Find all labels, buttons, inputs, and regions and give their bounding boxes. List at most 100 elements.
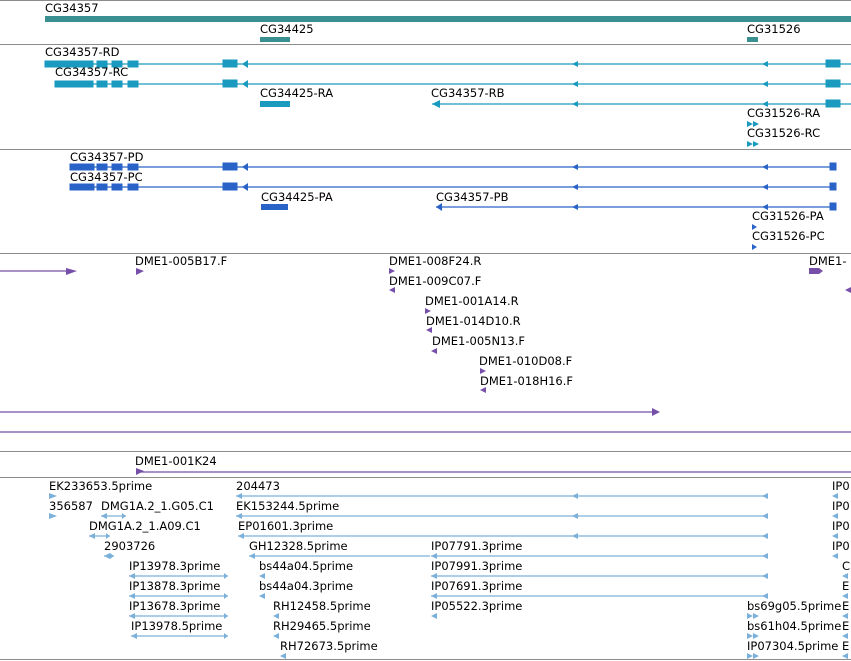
est-bs69g05-5prime[interactable] bbox=[747, 613, 759, 619]
est-ip07304-5prime[interactable] bbox=[747, 653, 759, 659]
est-label[interactable]: RH72673.5prime bbox=[280, 639, 378, 653]
bac-end-label[interactable]: DME1- bbox=[809, 254, 847, 268]
gene-label[interactable]: CG34425 bbox=[260, 22, 314, 36]
est-label[interactable]: bs69g05.5prime bbox=[747, 599, 842, 613]
transcript-cg31526-ra[interactable] bbox=[747, 121, 759, 127]
est-bs61h04-5prime[interactable] bbox=[747, 633, 759, 639]
est-label[interactable]: 356587 bbox=[49, 499, 93, 513]
bac-end-dme1-005n13-f[interactable] bbox=[431, 348, 437, 354]
protein-label[interactable]: CG34425-PA bbox=[261, 190, 333, 204]
bac-end-label[interactable]: DME1-018H16.F bbox=[480, 374, 574, 388]
bac-end-label[interactable]: DME1-005B17.F bbox=[135, 254, 228, 268]
est-dmg1a-2-1-a09-c1[interactable] bbox=[89, 533, 110, 539]
est-label[interactable]: 204473 bbox=[236, 479, 280, 493]
protein-cg34357-pc[interactable] bbox=[69, 182, 837, 191]
est-e-a[interactable] bbox=[842, 593, 848, 599]
est-rh72673-5prime[interactable] bbox=[280, 653, 286, 659]
est-label[interactable]: IP0 bbox=[832, 479, 850, 493]
bac-pair-dme1-001k24[interactable] bbox=[136, 468, 851, 475]
est-ip05522-3prime[interactable] bbox=[431, 613, 437, 619]
est-label[interactable]: RH29465.5prime bbox=[273, 619, 371, 633]
est-ip0-a[interactable] bbox=[832, 493, 838, 499]
gene-label[interactable]: CG34357 bbox=[45, 1, 99, 15]
est-ip13878-3prime[interactable] bbox=[129, 593, 228, 599]
est-label[interactable]: EK233653.5prime bbox=[49, 479, 153, 493]
est-rh12458-5prime[interactable] bbox=[273, 613, 279, 619]
bac-end-dme1-005b17-f[interactable] bbox=[136, 268, 144, 275]
est-ip13978-3prime[interactable] bbox=[129, 573, 228, 579]
est-ip07991-3prime[interactable] bbox=[431, 573, 768, 579]
est-label[interactable]: C bbox=[842, 559, 851, 573]
est-ip13678-3prime[interactable] bbox=[129, 613, 228, 619]
bac-end-dme1-010d08-f[interactable] bbox=[480, 368, 486, 374]
est-label[interactable]: RH12458.5prime bbox=[273, 599, 371, 613]
bac-end-label[interactable]: DME1-001K24 bbox=[135, 454, 217, 468]
est-ek233653-5prime[interactable] bbox=[49, 493, 57, 499]
protein-cg34425-pa[interactable] bbox=[261, 204, 288, 210]
est-label[interactable]: E bbox=[842, 599, 850, 613]
est-label[interactable]: IP07691.3prime bbox=[431, 579, 523, 593]
transcript-label[interactable]: CG31526-RC bbox=[747, 126, 821, 140]
est-label[interactable]: IP13978.5prime bbox=[131, 619, 223, 633]
est-gh12328-5prime[interactable] bbox=[249, 553, 430, 559]
est-ip0-b[interactable] bbox=[832, 513, 838, 519]
est-e-c[interactable] bbox=[842, 633, 848, 639]
gene-span-cg34425[interactable] bbox=[260, 37, 290, 42]
bac-end-label[interactable]: DME1-014D10.R bbox=[426, 314, 521, 328]
est-label[interactable]: E bbox=[842, 619, 850, 633]
est-label[interactable]: E bbox=[842, 639, 850, 653]
bac-end-label[interactable]: DME1-010D08.F bbox=[479, 354, 573, 368]
est-356587[interactable] bbox=[49, 513, 57, 519]
bac-end-label[interactable]: DME1-001A14.R bbox=[425, 294, 519, 308]
bac-end-dme1-008f24-r[interactable] bbox=[389, 268, 395, 274]
transcript-label[interactable]: CG34357-RB bbox=[431, 86, 505, 100]
bac-end-dme1-001a14-r[interactable] bbox=[425, 308, 431, 314]
est-label[interactable]: E bbox=[842, 579, 850, 593]
est-label[interactable]: IP07304.5prime bbox=[747, 639, 839, 653]
gene-span-cg34357[interactable] bbox=[45, 16, 851, 22]
est-ip07791-3prime[interactable] bbox=[431, 553, 768, 559]
protein-cg31526-pa[interactable] bbox=[752, 224, 757, 230]
est-label[interactable]: EK153244.5prime bbox=[236, 499, 340, 513]
est-ip07691-3prime[interactable] bbox=[431, 593, 768, 599]
est-label[interactable]: IP13978.3prime bbox=[129, 559, 221, 573]
transcript-cg31526-rc[interactable] bbox=[747, 141, 759, 147]
est-bs44a04-5prime[interactable] bbox=[259, 573, 265, 579]
est-label[interactable]: EP01601.3prime bbox=[238, 519, 334, 533]
protein-label[interactable]: CG34357-PB bbox=[436, 190, 509, 204]
est-dmg1a-2-1-g05-c1[interactable] bbox=[101, 513, 126, 519]
protein-cg31526-pc[interactable] bbox=[752, 244, 757, 250]
gene-span-cg31526[interactable] bbox=[747, 37, 758, 42]
est-ep01601-3prime[interactable] bbox=[238, 533, 768, 539]
est-ek153244-5prime[interactable] bbox=[236, 513, 768, 519]
est-ip0-d[interactable] bbox=[832, 553, 838, 559]
transcript-cg34425-ra[interactable] bbox=[260, 101, 290, 107]
bac-end-label[interactable]: DME1-005N13.F bbox=[432, 334, 525, 348]
bac-end-label[interactable]: DME1-009C07.F bbox=[389, 274, 482, 288]
est-label[interactable]: IP07991.3prime bbox=[431, 559, 523, 573]
transcript-cg34357-rc[interactable] bbox=[54, 79, 851, 88]
est-label[interactable]: DMG1A.2_1.A09.C1 bbox=[89, 519, 201, 533]
est-bs44a04-3prime[interactable] bbox=[259, 593, 265, 599]
bac-end-dme1-009c07-f[interactable] bbox=[389, 287, 395, 293]
est-label[interactable]: DMG1A.2_1.G05.C1 bbox=[101, 499, 214, 513]
transcript-label[interactable]: CG34425-RA bbox=[260, 86, 334, 100]
bac-pair-left[interactable] bbox=[0, 268, 77, 275]
bac-end-dme1-018h16-f[interactable] bbox=[480, 387, 486, 393]
est-label[interactable]: bs44a04.5prime bbox=[259, 559, 354, 573]
transcript-cg34357-rb[interactable] bbox=[432, 99, 851, 108]
protein-cg34357-pb[interactable] bbox=[436, 202, 837, 211]
est-204473[interactable] bbox=[236, 493, 768, 499]
est-label[interactable]: 2903726 bbox=[104, 539, 156, 553]
protein-label[interactable]: CG31526-PC bbox=[752, 229, 825, 243]
est-label[interactable]: bs61h04.5prime bbox=[747, 619, 842, 633]
bac-end-dme1-014d10-r[interactable] bbox=[426, 327, 432, 333]
est-2903726[interactable] bbox=[104, 553, 114, 559]
est-label[interactable]: bs44a04.3prime bbox=[259, 579, 354, 593]
protein-label[interactable]: CG34357-PD bbox=[70, 150, 144, 164]
est-label[interactable]: IP05522.3prime bbox=[431, 599, 523, 613]
protein-label[interactable]: CG34357-PC bbox=[70, 170, 143, 184]
protein-cg34357-pd[interactable] bbox=[69, 162, 837, 171]
protein-label[interactable]: CG31526-PA bbox=[752, 209, 824, 223]
transcript-cg34357-rd[interactable] bbox=[44, 59, 851, 68]
